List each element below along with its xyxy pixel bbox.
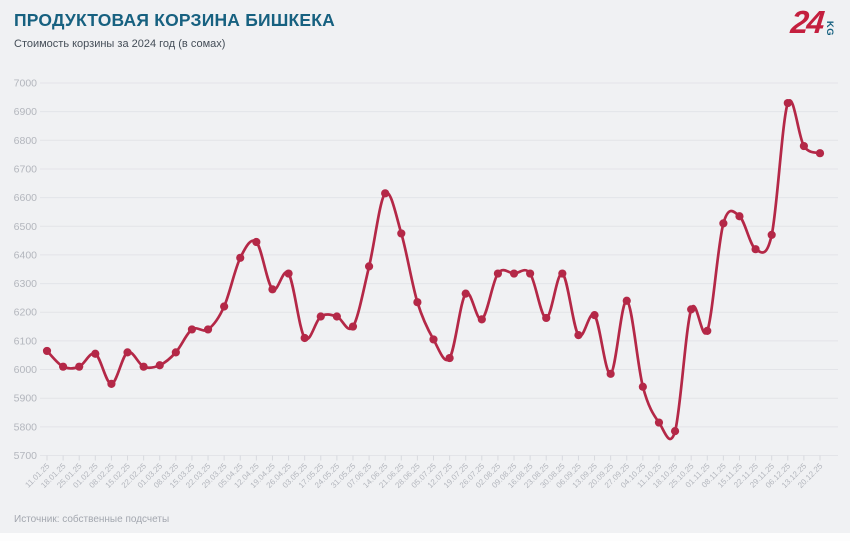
logo-kg-text: KG: [823, 20, 835, 37]
data-point: [445, 353, 454, 363]
data-point: [252, 237, 261, 247]
data-point: [364, 262, 374, 271]
data-point: [606, 369, 615, 378]
data-point: [139, 362, 148, 371]
y-axis-label: 6400: [14, 249, 38, 261]
data-point: [574, 331, 583, 340]
data-point: [687, 305, 696, 314]
data-point: [300, 333, 309, 343]
data-point: [42, 346, 52, 356]
data-point: [187, 325, 197, 334]
data-point: [670, 427, 680, 436]
y-axis-label: 7000: [14, 78, 38, 90]
data-point: [638, 382, 647, 391]
data-point: [493, 269, 503, 278]
data-point: [815, 149, 825, 158]
data-point: [91, 349, 100, 358]
logo-24-text: 24: [789, 4, 825, 40]
data-point: [509, 269, 519, 278]
y-axis-label: 6800: [14, 135, 38, 147]
y-axis-label: 6600: [14, 192, 38, 204]
y-axis-label: 6100: [14, 335, 38, 347]
bottom-strip: [0, 533, 850, 541]
data-point: [59, 362, 68, 371]
y-axis-label: 6500: [14, 221, 38, 233]
data-point: [413, 298, 422, 307]
data-point: [461, 289, 470, 298]
y-axis-label: 6200: [14, 307, 38, 319]
data-point: [703, 326, 712, 335]
data-point: [799, 141, 808, 151]
data-point: [332, 312, 341, 321]
data-point: [654, 418, 664, 427]
data-point: [75, 362, 84, 371]
data-point: [316, 312, 325, 321]
data-point: [123, 348, 132, 357]
y-axis-label: 5700: [14, 450, 38, 462]
y-axis-label: 6300: [14, 278, 38, 290]
data-point: [397, 229, 406, 238]
y-axis-label: 6700: [14, 163, 38, 175]
data-point: [284, 269, 293, 278]
data-point: [155, 361, 164, 370]
data-point: [203, 325, 213, 334]
data-point: [429, 335, 438, 344]
data-point: [236, 253, 245, 262]
data-point: [220, 302, 229, 311]
y-axis-label: 5800: [14, 421, 38, 433]
y-axis-label: 6000: [14, 364, 38, 376]
data-point: [348, 322, 358, 331]
data-point: [751, 245, 760, 254]
data-point: [558, 269, 567, 278]
logo-24kg: 24 KG: [774, 4, 836, 50]
y-axis-label: 6900: [14, 106, 38, 118]
data-point: [381, 189, 390, 198]
chart-subtitle: Стоимость корзины за 2024 год (в сомах): [14, 38, 226, 50]
data-point: [622, 296, 631, 305]
data-point: [735, 212, 744, 221]
data-point: [719, 219, 728, 228]
data-point: [107, 379, 116, 388]
data-point: [783, 98, 792, 108]
page-title: ПРОДУКТОВАЯ КОРЗИНА БИШКЕКА: [14, 10, 336, 30]
y-axis-label: 5900: [14, 393, 38, 405]
data-point: [477, 315, 486, 324]
data-point: [526, 269, 535, 278]
source-note: Источник: собственные подсчеты: [14, 514, 170, 525]
data-point: [268, 285, 277, 294]
data-point: [590, 310, 599, 320]
data-point: [542, 313, 551, 323]
data-point: [171, 348, 180, 357]
data-point: [767, 230, 776, 239]
chart-header: ПРОДУКТОВАЯ КОРЗИНА БИШКЕКА Стоимость ко…: [14, 10, 335, 50]
chart-line: [45, 99, 822, 441]
